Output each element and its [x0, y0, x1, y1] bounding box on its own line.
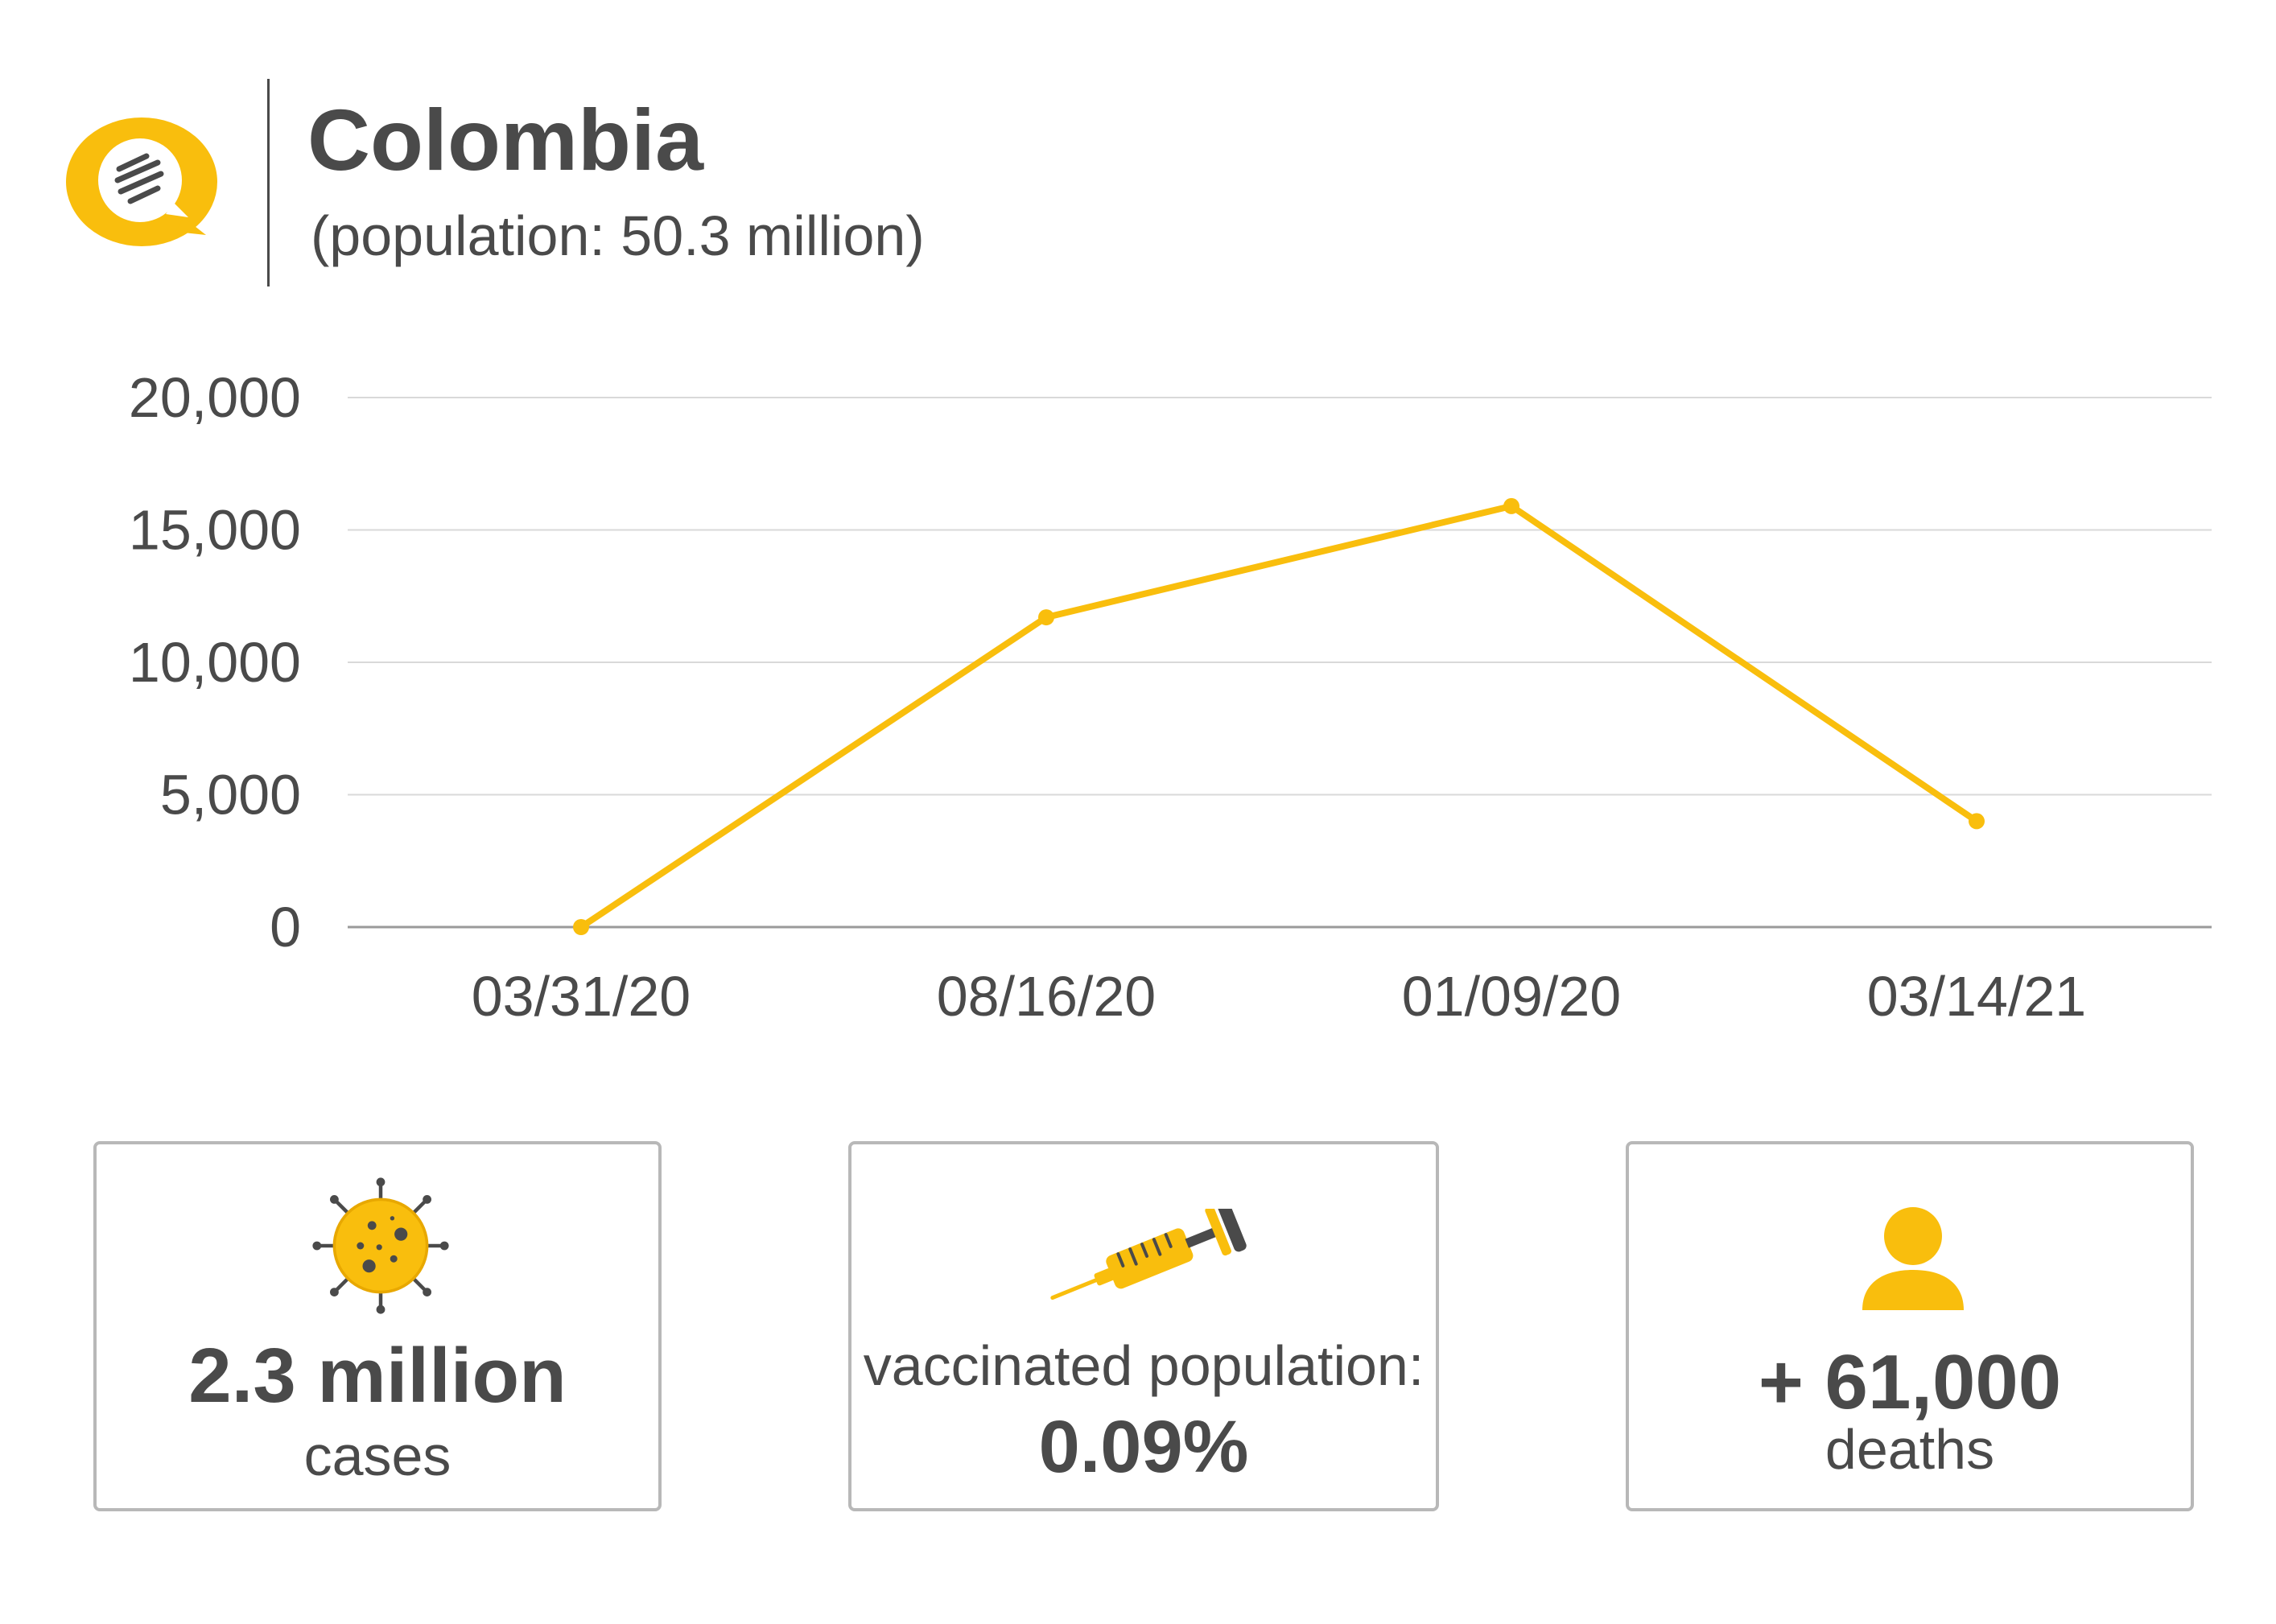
x-tick-label: 08/16/20 [937, 965, 1156, 1028]
y-tick-label: 15,000 [129, 499, 301, 562]
deaths-card: + 61,000 deaths [1626, 1141, 2194, 1511]
vaccinated-value: 0.09% [1038, 1406, 1249, 1488]
syringe-icon [1050, 1209, 1247, 1300]
x-tick-label: 01/09/20 [1402, 965, 1621, 1028]
x-tick-label: 03/31/20 [472, 965, 691, 1028]
header-divider [267, 79, 270, 286]
y-tick-label: 0 [270, 896, 301, 958]
logo-icon [66, 117, 217, 246]
cases-card: 2.3 million cases [93, 1141, 662, 1511]
page-title: Colombia [307, 91, 704, 188]
x-tick-label: 03/14/21 [1867, 965, 2086, 1028]
vaccinated-label: vaccinated population: [863, 1334, 1425, 1397]
deaths-label: deaths [1825, 1418, 1995, 1481]
population-subtitle: (population: 50.3 million) [311, 204, 925, 267]
line-chart: 0 5,000 10,000 15,000 20,000 03/31/20 08/16/20… [129, 366, 2212, 1028]
deaths-value: + 61,000 [1758, 1339, 2062, 1425]
data-point [1969, 813, 1985, 830]
person-icon [1862, 1207, 1964, 1310]
data-point [1038, 609, 1054, 626]
cases-label: cases [303, 1424, 451, 1487]
data-point [573, 919, 589, 935]
virus-icon [312, 1177, 449, 1314]
y-tick-label: 5,000 [160, 764, 301, 826]
vaccinated-card: vaccinated population: 0.09% [848, 1141, 1439, 1511]
series-line [578, 502, 1980, 930]
cases-value: 2.3 million [188, 1333, 567, 1419]
y-tick-label: 20,000 [129, 366, 301, 429]
data-point [1503, 497, 1519, 514]
y-tick-label: 10,000 [129, 631, 301, 694]
